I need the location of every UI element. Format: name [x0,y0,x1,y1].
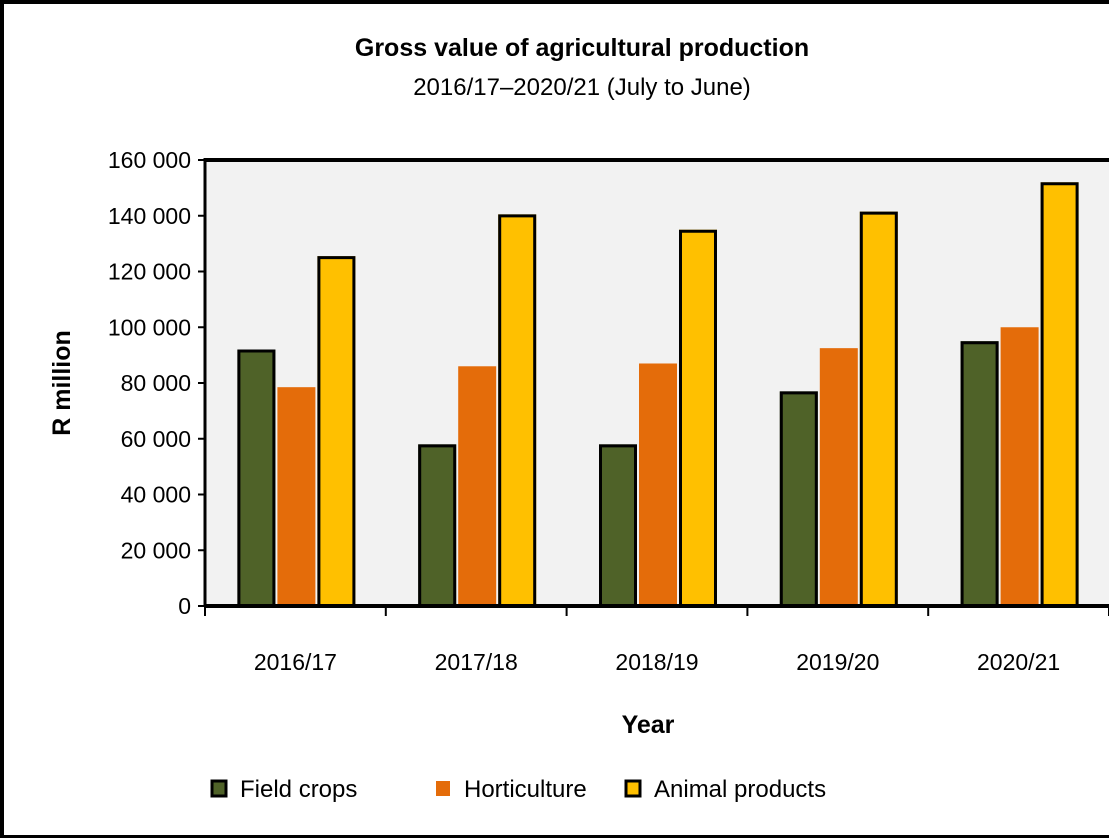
bar [498,214,537,606]
bar-outline [679,229,717,606]
bar-outline [1040,182,1079,606]
bar-outline [599,444,637,606]
bar [1040,182,1079,607]
legend-item: Animal products [624,776,826,803]
bar-outline [960,341,999,606]
bar-outline [779,391,818,606]
x-tick-label: 2018/19 [615,649,698,675]
legend-swatch [436,781,450,796]
bar-outline [859,211,898,606]
legend-swatch [624,779,642,798]
legend-label: Field crops [240,776,357,803]
bar [237,349,276,606]
y-axis-title: R million [48,330,76,436]
bar [277,387,316,606]
x-tick-label: 2017/18 [435,649,518,675]
bar-outline [317,256,356,606]
legend: Field crops Horticulture Animal products [210,776,826,803]
x-tick-label: 2019/20 [796,649,879,675]
bar-outline [237,349,276,606]
axes [203,158,1109,608]
bar [418,444,457,606]
bar [679,229,717,606]
y-tick-label: 40 000 [121,482,191,508]
bar-outline [498,214,537,606]
y-tick-label: 20 000 [121,537,191,563]
y-tick-label: 60 000 [121,426,191,452]
legend-item: Field crops [210,776,357,803]
bar [779,391,818,606]
x-tick-label: 2016/17 [254,649,337,675]
bars [237,182,1079,607]
legend-item: Horticulture [436,776,587,803]
bar [1000,327,1039,606]
bar [599,444,637,606]
bar [458,366,497,606]
legend-label: Animal products [654,776,826,803]
legend-label: Horticulture [464,776,587,803]
y-tick-label: 160 000 [108,147,191,173]
y-axis-ticks: 0 20 000 40 000 60 000 80 000 100 000 120 000 1… [108,147,205,619]
y-tick-label: 140 000 [108,203,191,229]
y-tick-label: 100 000 [108,314,191,340]
bar [639,363,677,606]
bar [819,348,858,606]
bar [960,341,999,606]
x-axis-title: Year [622,711,675,739]
bar [859,211,898,606]
y-tick-label: 80 000 [121,370,191,396]
x-tick-label: 2020/21 [977,649,1060,675]
bar [317,256,356,606]
bar-outline [418,444,457,606]
y-tick-label: 120 000 [108,259,191,285]
chart-title: Gross value of agricultural production [355,34,809,62]
y-tick-label: 0 [178,593,191,619]
x-axis-ticks: 2016/17 2017/18 2018/19 2019/20 2020/21 [204,606,1109,675]
legend-swatch [210,779,228,798]
chart-subtitle: 2016/17–2020/21 (July to June) [413,74,751,101]
